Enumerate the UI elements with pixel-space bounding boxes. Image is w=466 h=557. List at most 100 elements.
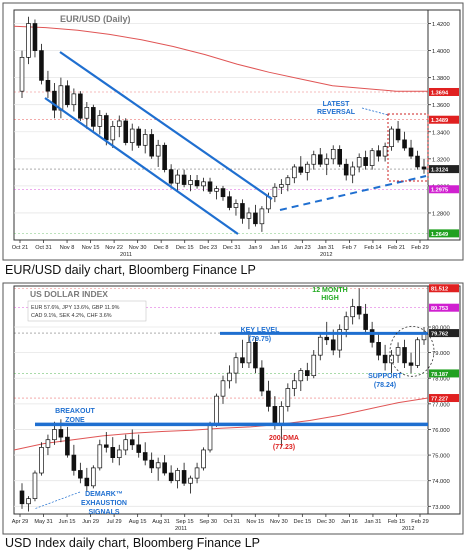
eurusd-chart: 1.42001.40001.38001.36001.34001.32001.30… <box>0 0 466 262</box>
price-label-box <box>429 87 459 96</box>
candle-body <box>71 454 77 471</box>
candle-body <box>415 339 420 366</box>
candle-body <box>214 395 219 425</box>
candle-body <box>369 150 375 166</box>
candle-body <box>39 447 44 474</box>
legend-line: CAD 9.1%, SEK 4.2%, CHF 3.6% <box>31 313 112 319</box>
candle-body <box>129 439 135 446</box>
x-tick-label: Jan 16 <box>341 519 358 525</box>
candle-body <box>311 154 317 165</box>
x-tick-label: Dec 31 <box>223 245 241 251</box>
x-tick-label: Jun 15 <box>59 519 76 525</box>
y-tick-label: 77.000 <box>432 402 450 408</box>
candle-body <box>58 429 64 438</box>
price-label-box <box>429 185 459 194</box>
candle-body <box>52 90 57 111</box>
x-tick-label: Feb 29 <box>411 519 428 525</box>
x-tick-label: Feb 29 <box>411 245 428 251</box>
price-label-box <box>429 369 459 378</box>
candle-body <box>402 347 407 364</box>
y-tick-label: 75.000 <box>432 454 450 460</box>
candle-body <box>207 423 213 451</box>
candle-body <box>421 166 427 170</box>
candle-body <box>389 128 394 147</box>
candle-body <box>39 50 44 81</box>
candle-body <box>155 462 161 469</box>
candle-body <box>123 120 129 143</box>
price-label: 1.3489 <box>431 118 448 124</box>
annotation-breakout: BREAKOUT <box>55 408 95 415</box>
candle-body <box>395 128 401 141</box>
candle-body <box>240 357 245 364</box>
y-tick-label: 1.3400 <box>432 130 450 136</box>
price-label: 78.187 <box>431 372 448 378</box>
candle-body <box>389 354 394 364</box>
candle-body <box>78 470 83 479</box>
candle-body <box>337 329 343 351</box>
price-label-box <box>429 115 459 124</box>
price-axis <box>427 9 461 241</box>
y-tick-label: 1.4200 <box>432 22 450 28</box>
x-tick-label: Jun 29 <box>82 519 99 525</box>
candle-body <box>240 203 245 219</box>
candle-body <box>343 316 349 330</box>
y-tick-label: 1.3200 <box>432 157 450 163</box>
x-tick-label: Oct 31 <box>35 245 51 251</box>
y-tick-label: 73.000 <box>432 505 450 511</box>
annotation-key-level: (79.75) <box>249 336 271 343</box>
candle-body <box>32 23 38 51</box>
price-label: 79.762 <box>431 331 448 337</box>
x-tick-label: Sep 30 <box>199 519 217 525</box>
candle-body <box>142 452 148 461</box>
candle-body <box>253 212 258 225</box>
candle-body <box>97 115 103 127</box>
eurusd-caption: EUR/USD daily chart, Bloomberg Finance L… <box>5 263 256 277</box>
candle-body <box>168 472 174 482</box>
candle-body <box>259 208 265 225</box>
x-tick-label: Jan 16 <box>270 245 287 251</box>
candle-body <box>97 444 103 469</box>
candle-body <box>201 449 206 469</box>
candle-body <box>356 157 362 168</box>
candle-body <box>402 139 407 149</box>
candle-body <box>311 354 317 377</box>
x-tick-label: Jan 31 <box>365 519 382 525</box>
x-tick-label: Feb 15 <box>388 519 405 525</box>
chart-border <box>2 282 464 535</box>
candle-body <box>324 158 330 165</box>
y-tick-label: 1.3600 <box>432 103 450 109</box>
candle-body <box>356 306 362 315</box>
annotation-leader <box>33 491 81 510</box>
candle-body <box>382 354 388 364</box>
candle-body <box>110 126 116 141</box>
candle-body <box>91 107 96 127</box>
candle-body <box>272 186 278 198</box>
candle-body <box>304 163 310 173</box>
candle-body <box>363 313 368 330</box>
candle-body <box>103 444 109 448</box>
candle-body <box>84 107 90 119</box>
x-tick-label: Nov 30 <box>129 245 147 251</box>
ma-200-line <box>13 397 429 451</box>
annotation-reversal: LATEST <box>323 101 350 108</box>
plot-frame <box>13 9 429 241</box>
x-tick-label: Dec 30 <box>317 519 335 525</box>
x-tick-label: Nov 30 <box>270 519 288 525</box>
candle-body <box>363 157 368 166</box>
candle-body <box>116 449 122 458</box>
usd-index-caption: USD Index daily chart, Bloomberg Finance… <box>5 536 260 550</box>
candle-body <box>343 163 349 176</box>
x-tick-label: Nov 8 <box>60 245 75 251</box>
candle-body <box>259 367 265 392</box>
candle-body <box>91 467 96 487</box>
candle-body <box>227 196 232 208</box>
candle-body <box>26 23 31 58</box>
price-label: 81.512 <box>431 287 448 293</box>
ma-200-line <box>13 25 428 92</box>
candle-body <box>188 477 193 484</box>
legend-box <box>27 300 147 322</box>
x-year-label: 2012 <box>402 526 414 532</box>
y-tick-label: 1.2800 <box>432 211 450 217</box>
candle-body <box>214 188 219 192</box>
x-tick-label: Aug 15 <box>129 519 147 525</box>
